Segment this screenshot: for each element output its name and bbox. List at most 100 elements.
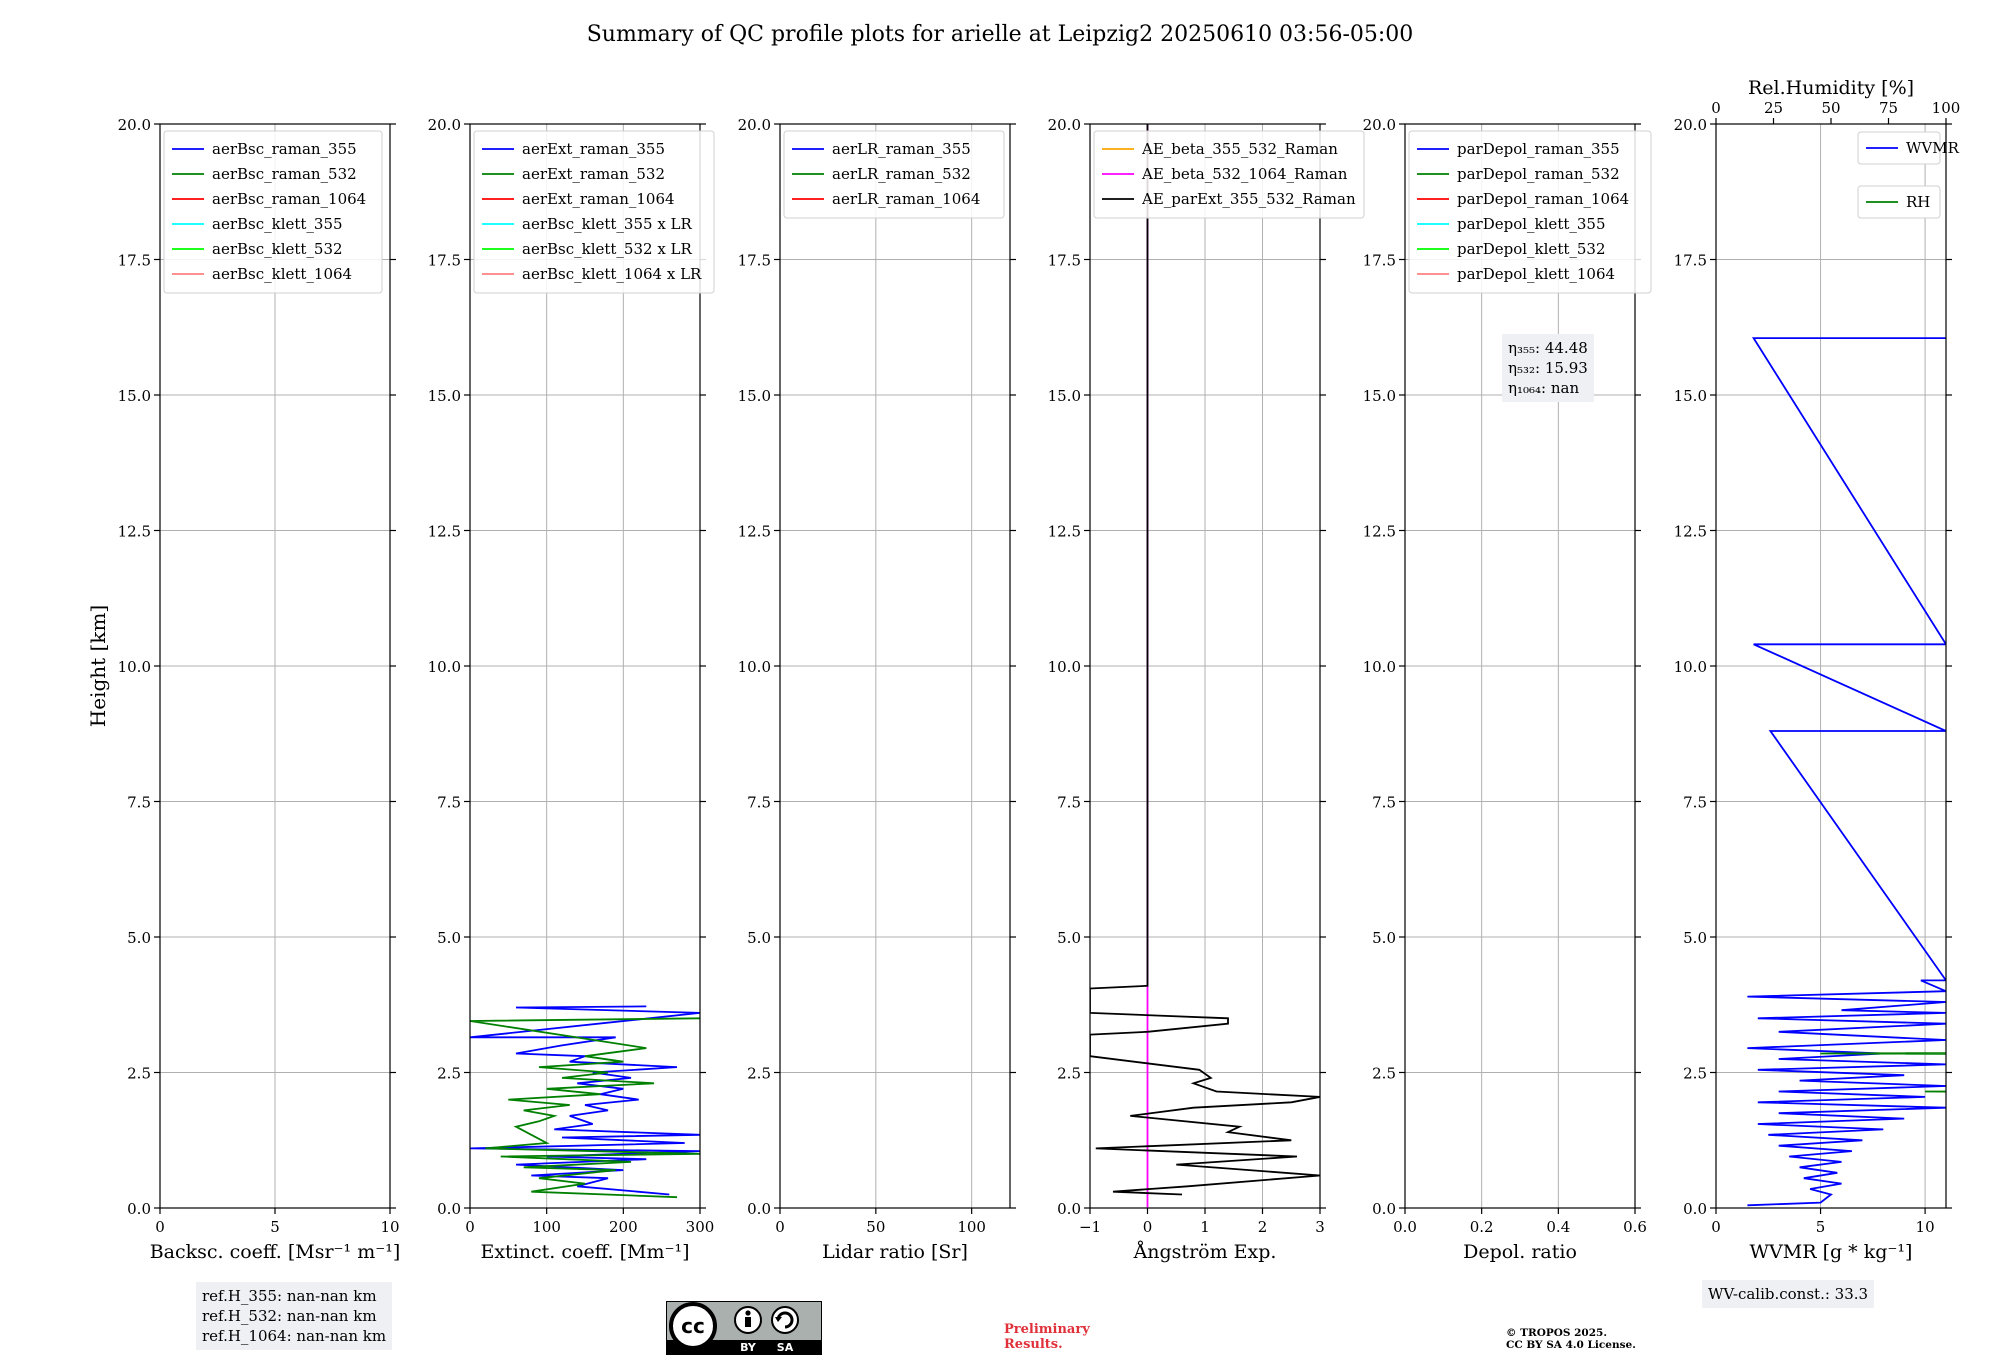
x-axis-label: Extinct. coeff. [Mm⁻¹] (480, 1241, 689, 1263)
y-tick-label: 0.0 (1372, 1200, 1396, 1218)
legend-label: parDepol_klett_532 (1457, 240, 1606, 258)
legend-label: aerBsc_klett_355 x LR (522, 215, 693, 233)
figure-title: Summary of QC profile plots for arielle … (586, 22, 1414, 47)
legend-box (1093, 130, 1365, 219)
y-tick-label: 7.5 (127, 794, 151, 812)
y-tick-label: 0.0 (1683, 1200, 1707, 1218)
eta-line: η₃₅₅: 44.48 (1508, 339, 1588, 357)
y-tick-label: 7.5 (747, 794, 771, 812)
x2-axis-label: Rel.Humidity [%] (1748, 77, 1914, 99)
x2-tick-label: 100 (1932, 99, 1961, 117)
y-tick-label: 20.0 (1048, 116, 1081, 134)
panel-backscatter: 0.0 2.5 5.0 7.5 10.0 12.5 15.0 17.5 20.0 0 5 10 Back… (118, 116, 401, 1263)
x-tick-label: 0.6 (1623, 1218, 1647, 1236)
y-tick-label: 12.5 (738, 523, 771, 541)
series-line (470, 1005, 700, 1196)
legend-label: aerBsc_raman_1064 (212, 190, 366, 208)
y-tick-label: 2.5 (437, 1065, 461, 1083)
x-tick-label: 0 (1711, 1218, 1721, 1236)
y-tick-label: 2.5 (1057, 1065, 1081, 1083)
series-line (1820, 1052, 1946, 1093)
x-tick-label: 10 (380, 1218, 399, 1236)
y-tick-label: 12.5 (1048, 523, 1081, 541)
y-tick-label: 0.0 (747, 1200, 771, 1218)
x-tick-label: 1 (1200, 1218, 1210, 1236)
share-alike-icon (771, 1306, 799, 1334)
by-label: BY (740, 1341, 757, 1354)
refh-line: ref.H_1064: nan-nan km (202, 1327, 387, 1345)
legend-label: aerExt_raman_1064 (522, 190, 675, 208)
y-tick-label: 0.0 (127, 1200, 151, 1218)
x-tick-label: 3 (1315, 1218, 1325, 1236)
x-tick-label: 0.0 (1393, 1218, 1417, 1236)
x-tick-label: 0 (155, 1218, 165, 1236)
eta-line: η₁₀₆₄: nan (1508, 379, 1580, 397)
cc-logo-icon (669, 1302, 717, 1350)
legend-label: aerBsc_klett_355 (212, 215, 343, 233)
legend-label: parDepol_klett_355 (1457, 215, 1606, 233)
x-tick-label: 5 (1816, 1218, 1826, 1236)
y-tick-label: 15.0 (738, 387, 771, 405)
panel-depol: 0.0 2.5 5.0 7.5 10.0 12.5 15.0 17.5 20.0 0.0 0.2 0.… (1363, 116, 1652, 1263)
legend-label: aerLR_raman_532 (832, 165, 971, 183)
legend-box (163, 130, 383, 294)
x-tick-label: 2 (1258, 1218, 1268, 1236)
x-axis-label: Backsc. coeff. [Msr⁻¹ m⁻¹] (150, 1241, 401, 1263)
y-tick-label: 15.0 (428, 387, 461, 405)
preliminary-line: Results. (1004, 1337, 1063, 1352)
legend-box (1408, 130, 1652, 294)
y-tick-label: 12.5 (1674, 523, 1707, 541)
x-tick-label: 0 (1143, 1218, 1153, 1236)
sa-label: SA (777, 1341, 794, 1354)
series-line (1090, 124, 1320, 1196)
y-tick-label: 15.0 (1048, 387, 1081, 405)
y-tick-label: 10.0 (118, 658, 151, 676)
y-tick-label: 0.0 (1057, 1200, 1081, 1218)
y-tick-label: 5.0 (437, 929, 461, 947)
legend-box (783, 130, 1005, 219)
x-tick-label: 100 (957, 1218, 986, 1236)
x-tick-label: 10 (1916, 1218, 1935, 1236)
y-tick-label: 10.0 (1674, 658, 1707, 676)
x-axis-label: Depol. ratio (1463, 1241, 1577, 1263)
legend-label: aerLR_raman_1064 (832, 190, 980, 208)
y-tick-label: 7.5 (1057, 794, 1081, 812)
copyright-line: © TROPOS 2025. (1506, 1327, 1608, 1339)
legend-box (1857, 185, 1941, 219)
legend-label: AE_beta_355_532_Raman (1141, 140, 1338, 158)
legend-label: AE_beta_532_1064_Raman (1141, 165, 1348, 183)
y-tick-label: 12.5 (118, 523, 151, 541)
x-tick-label: 0 (775, 1218, 785, 1236)
eta-infobox: η₃₅₅: 44.48 η₅₃₂: 15.93 η₁₀₆₄: nan (1502, 334, 1594, 402)
x-tick-label: 5 (270, 1218, 280, 1236)
x2-tick-label: 50 (1821, 99, 1840, 117)
y-tick-label: 2.5 (1683, 1065, 1707, 1083)
x-tick-label: 50 (866, 1218, 885, 1236)
legend-label: aerExt_raman_532 (522, 165, 665, 183)
reference-height-infobox: ref.H_355: nan-nan km ref.H_532: nan-nan… (196, 1282, 393, 1350)
y-tick-label: 12.5 (428, 523, 461, 541)
legend-label: aerBsc_klett_1064 (212, 265, 352, 283)
y-tick-label: 20.0 (738, 116, 771, 134)
cc-logo-text: cc (681, 1314, 705, 1338)
x-tick-label: 300 (686, 1218, 715, 1236)
legend-label: parDepol_klett_1064 (1457, 265, 1615, 283)
y-tick-label: 10.0 (428, 658, 461, 676)
refh-line: ref.H_532: nan-nan km (202, 1307, 377, 1325)
y-tick-label: 17.5 (1674, 252, 1707, 270)
y-tick-label: 10.0 (1363, 658, 1396, 676)
y-tick-label: 2.5 (1372, 1065, 1396, 1083)
copyright-note: © TROPOS 2025. CC BY SA 4.0 License. (1506, 1327, 1636, 1351)
panel-lidar_ratio: 0.0 2.5 5.0 7.5 10.0 12.5 15.0 17.5 20.0 0 50 100 Li… (738, 116, 1016, 1263)
y-tick-label: 20.0 (428, 116, 461, 134)
y-tick-label: 10.0 (738, 658, 771, 676)
x-axis-label: WVMR [g * kg⁻¹] (1750, 1241, 1913, 1263)
cc-license-badge: cc BY SA (666, 1301, 822, 1355)
x-tick-label: 0.2 (1470, 1218, 1494, 1236)
legend-label: aerBsc_klett_1064 x LR (522, 265, 702, 283)
x-tick-label: 0 (465, 1218, 475, 1236)
x-tick-label: 200 (609, 1218, 638, 1236)
legend-label: RH (1906, 193, 1930, 211)
x-tick-label: 0.4 (1546, 1218, 1570, 1236)
